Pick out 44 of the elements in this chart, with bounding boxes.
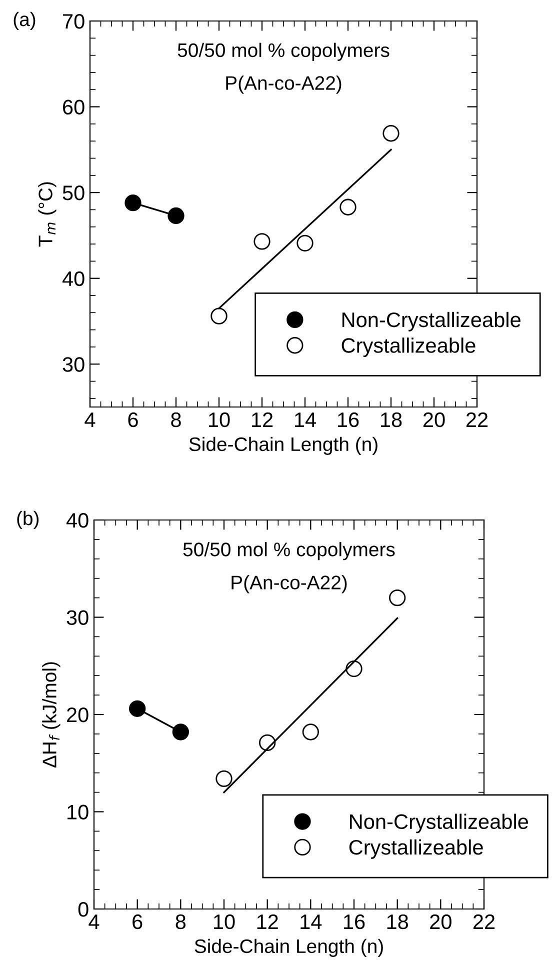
x-tick-label: 8: [176, 914, 186, 930]
y-tick-label: 60: [63, 100, 84, 115]
y-tick-label: 40: [62, 271, 84, 286]
y-tick-label: 50: [62, 186, 84, 200]
x-axis-title: Side-Chain Length (n): [194, 938, 383, 957]
x-tick-label: 12: [252, 412, 273, 427]
y-tick-label: 30: [62, 357, 84, 372]
annotation: P(An-co-A22): [232, 575, 347, 594]
y-tick-label: 30: [66, 610, 88, 626]
y-axis-title: ΔH$_{f}$ (kJ/mol): [42, 662, 60, 768]
x-tick-label: 20: [423, 412, 445, 428]
x-tick-label: 14: [300, 914, 322, 929]
x-tick-label: 4: [88, 914, 100, 929]
annotation: 50/50 mol % copolymers: [183, 542, 395, 560]
annotation: 50/50 mol % copolymers: [178, 42, 390, 61]
x-tick-label: 8: [171, 412, 181, 428]
y-axis-title: T$_{m}$ (°C): [38, 182, 56, 247]
x-tick-label: 22: [466, 412, 488, 427]
x-tick-label: 22: [473, 914, 495, 929]
x-axis-title: Side-Chain Length (n): [189, 436, 378, 455]
x-tick-label: 6: [128, 412, 138, 428]
text: (a): [14, 12, 36, 30]
y-tick-label: 70: [63, 14, 84, 29]
annotation: P(An-co-A22): [226, 76, 342, 94]
x-tick-label: 18: [387, 914, 408, 930]
x-tick-label: 10: [214, 914, 235, 930]
legend-label: Non-Crystallizeable: [342, 312, 520, 332]
x-tick-label: 20: [430, 914, 452, 930]
x-tick-label: 10: [209, 412, 230, 428]
text: (b): [17, 510, 39, 530]
x-tick-label: 18: [381, 412, 402, 428]
x-tick-label: 16: [344, 914, 365, 930]
x-tick-label: 6: [132, 914, 142, 930]
legend-label: Crystallizeable: [342, 338, 476, 357]
y-tick-label: 0: [78, 902, 88, 917]
x-tick-label: 14: [295, 412, 316, 427]
x-tick-label: 4: [84, 412, 96, 427]
legend-label: Non-Crystallizeable: [350, 814, 528, 834]
x-tick-label: 16: [338, 412, 359, 428]
x-tick-label: 12: [257, 914, 278, 929]
y-tick-label: 20: [67, 708, 88, 722]
y-tick-label: 10: [68, 804, 88, 820]
legend-label: Crystallizeable: [349, 839, 483, 859]
y-tick-label: 40: [66, 513, 88, 528]
